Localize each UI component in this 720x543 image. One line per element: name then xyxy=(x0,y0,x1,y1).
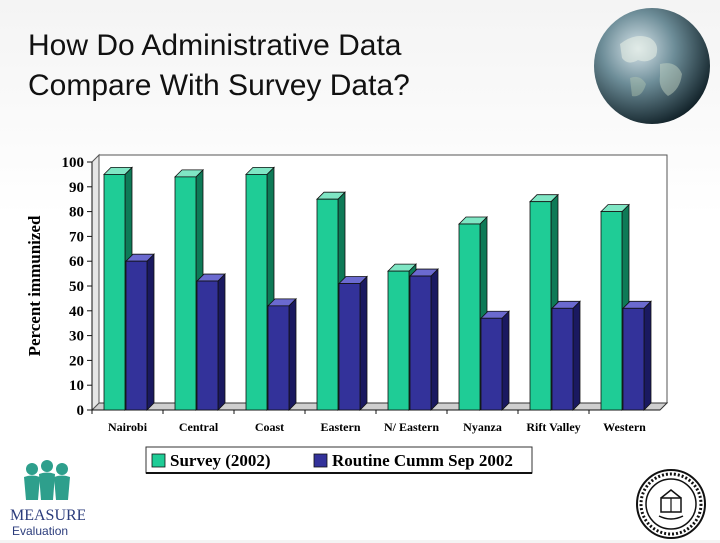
y-tick-label: 30 xyxy=(69,329,84,345)
bar-survey xyxy=(103,174,126,411)
x-tick-label: N/ Eastern xyxy=(384,420,439,434)
slide-title-line-1: How Do Administrative Data xyxy=(28,29,402,62)
slide-title-line-2: Compare With Survey Data? xyxy=(28,69,410,102)
y-tick-label: 50 xyxy=(69,279,84,295)
bar-side xyxy=(359,275,368,411)
y-tick-label: 70 xyxy=(69,229,84,245)
legend-swatch xyxy=(151,453,166,468)
legend-label: Survey (2002) xyxy=(170,451,271,470)
measure-text: MEASURE xyxy=(10,507,85,524)
bar-side xyxy=(572,300,581,411)
slide-title: How Do Administrative Data Compare With … xyxy=(28,26,568,106)
evaluation-text: Evaluation xyxy=(12,524,68,538)
measure-people-icon: MEASURE Evaluation xyxy=(10,460,86,538)
bar-side xyxy=(430,268,439,411)
bar-side xyxy=(217,273,226,411)
bar-survey xyxy=(387,270,410,411)
bar-side xyxy=(643,300,652,411)
bar-survey xyxy=(600,211,623,411)
x-tick-label: Coast xyxy=(255,420,284,434)
bar-routine xyxy=(267,305,290,411)
x-tick-label: Rift Valley xyxy=(526,420,580,434)
bar-chart: 0 10 20 30 40 50 60 70 80 90 100 Percent immunized N… xyxy=(25,153,669,474)
x-tick-label: Western xyxy=(603,420,646,434)
bar-side xyxy=(146,253,155,411)
y-tick-label: 60 xyxy=(69,254,84,270)
bar-survey xyxy=(245,174,268,411)
y-tick-label: 80 xyxy=(69,205,84,221)
y-axis-label: Percent immunized xyxy=(25,215,44,356)
y-tick-label: 10 xyxy=(69,378,84,394)
legend-swatch xyxy=(313,453,328,468)
bar-routine xyxy=(409,275,432,411)
legend-label: Routine Cumm Sep 2002 xyxy=(332,451,513,470)
bar-survey xyxy=(458,223,481,411)
bar-survey xyxy=(529,201,552,411)
bar-routine xyxy=(196,280,219,411)
bar-survey xyxy=(174,176,197,411)
y-tick-label: 90 xyxy=(69,180,84,196)
y-tick-label: 40 xyxy=(69,304,84,320)
y-tick-label: 20 xyxy=(69,353,84,369)
x-tick-label: Central xyxy=(179,420,219,434)
bar-side xyxy=(501,310,510,411)
bar-side xyxy=(288,297,297,411)
bar-routine xyxy=(622,307,645,411)
bar-survey xyxy=(316,198,339,411)
university-seal-icon xyxy=(636,469,706,539)
x-tick-label: Nairobi xyxy=(108,420,148,434)
y-tick-label: 100 xyxy=(62,155,85,171)
legend-box xyxy=(145,446,533,474)
bar-routine xyxy=(480,317,503,411)
measure-evaluation-logo: MEASURE Evaluation xyxy=(10,460,86,538)
x-tick-label: Nyanza xyxy=(463,420,502,434)
bar-routine xyxy=(338,283,361,411)
y-tick-label: 0 xyxy=(77,403,85,419)
bar-routine xyxy=(551,307,574,411)
x-tick-label: Eastern xyxy=(321,420,361,434)
globe-icon xyxy=(594,8,710,124)
chart-side-wall xyxy=(91,153,100,412)
bar-routine xyxy=(125,260,148,411)
